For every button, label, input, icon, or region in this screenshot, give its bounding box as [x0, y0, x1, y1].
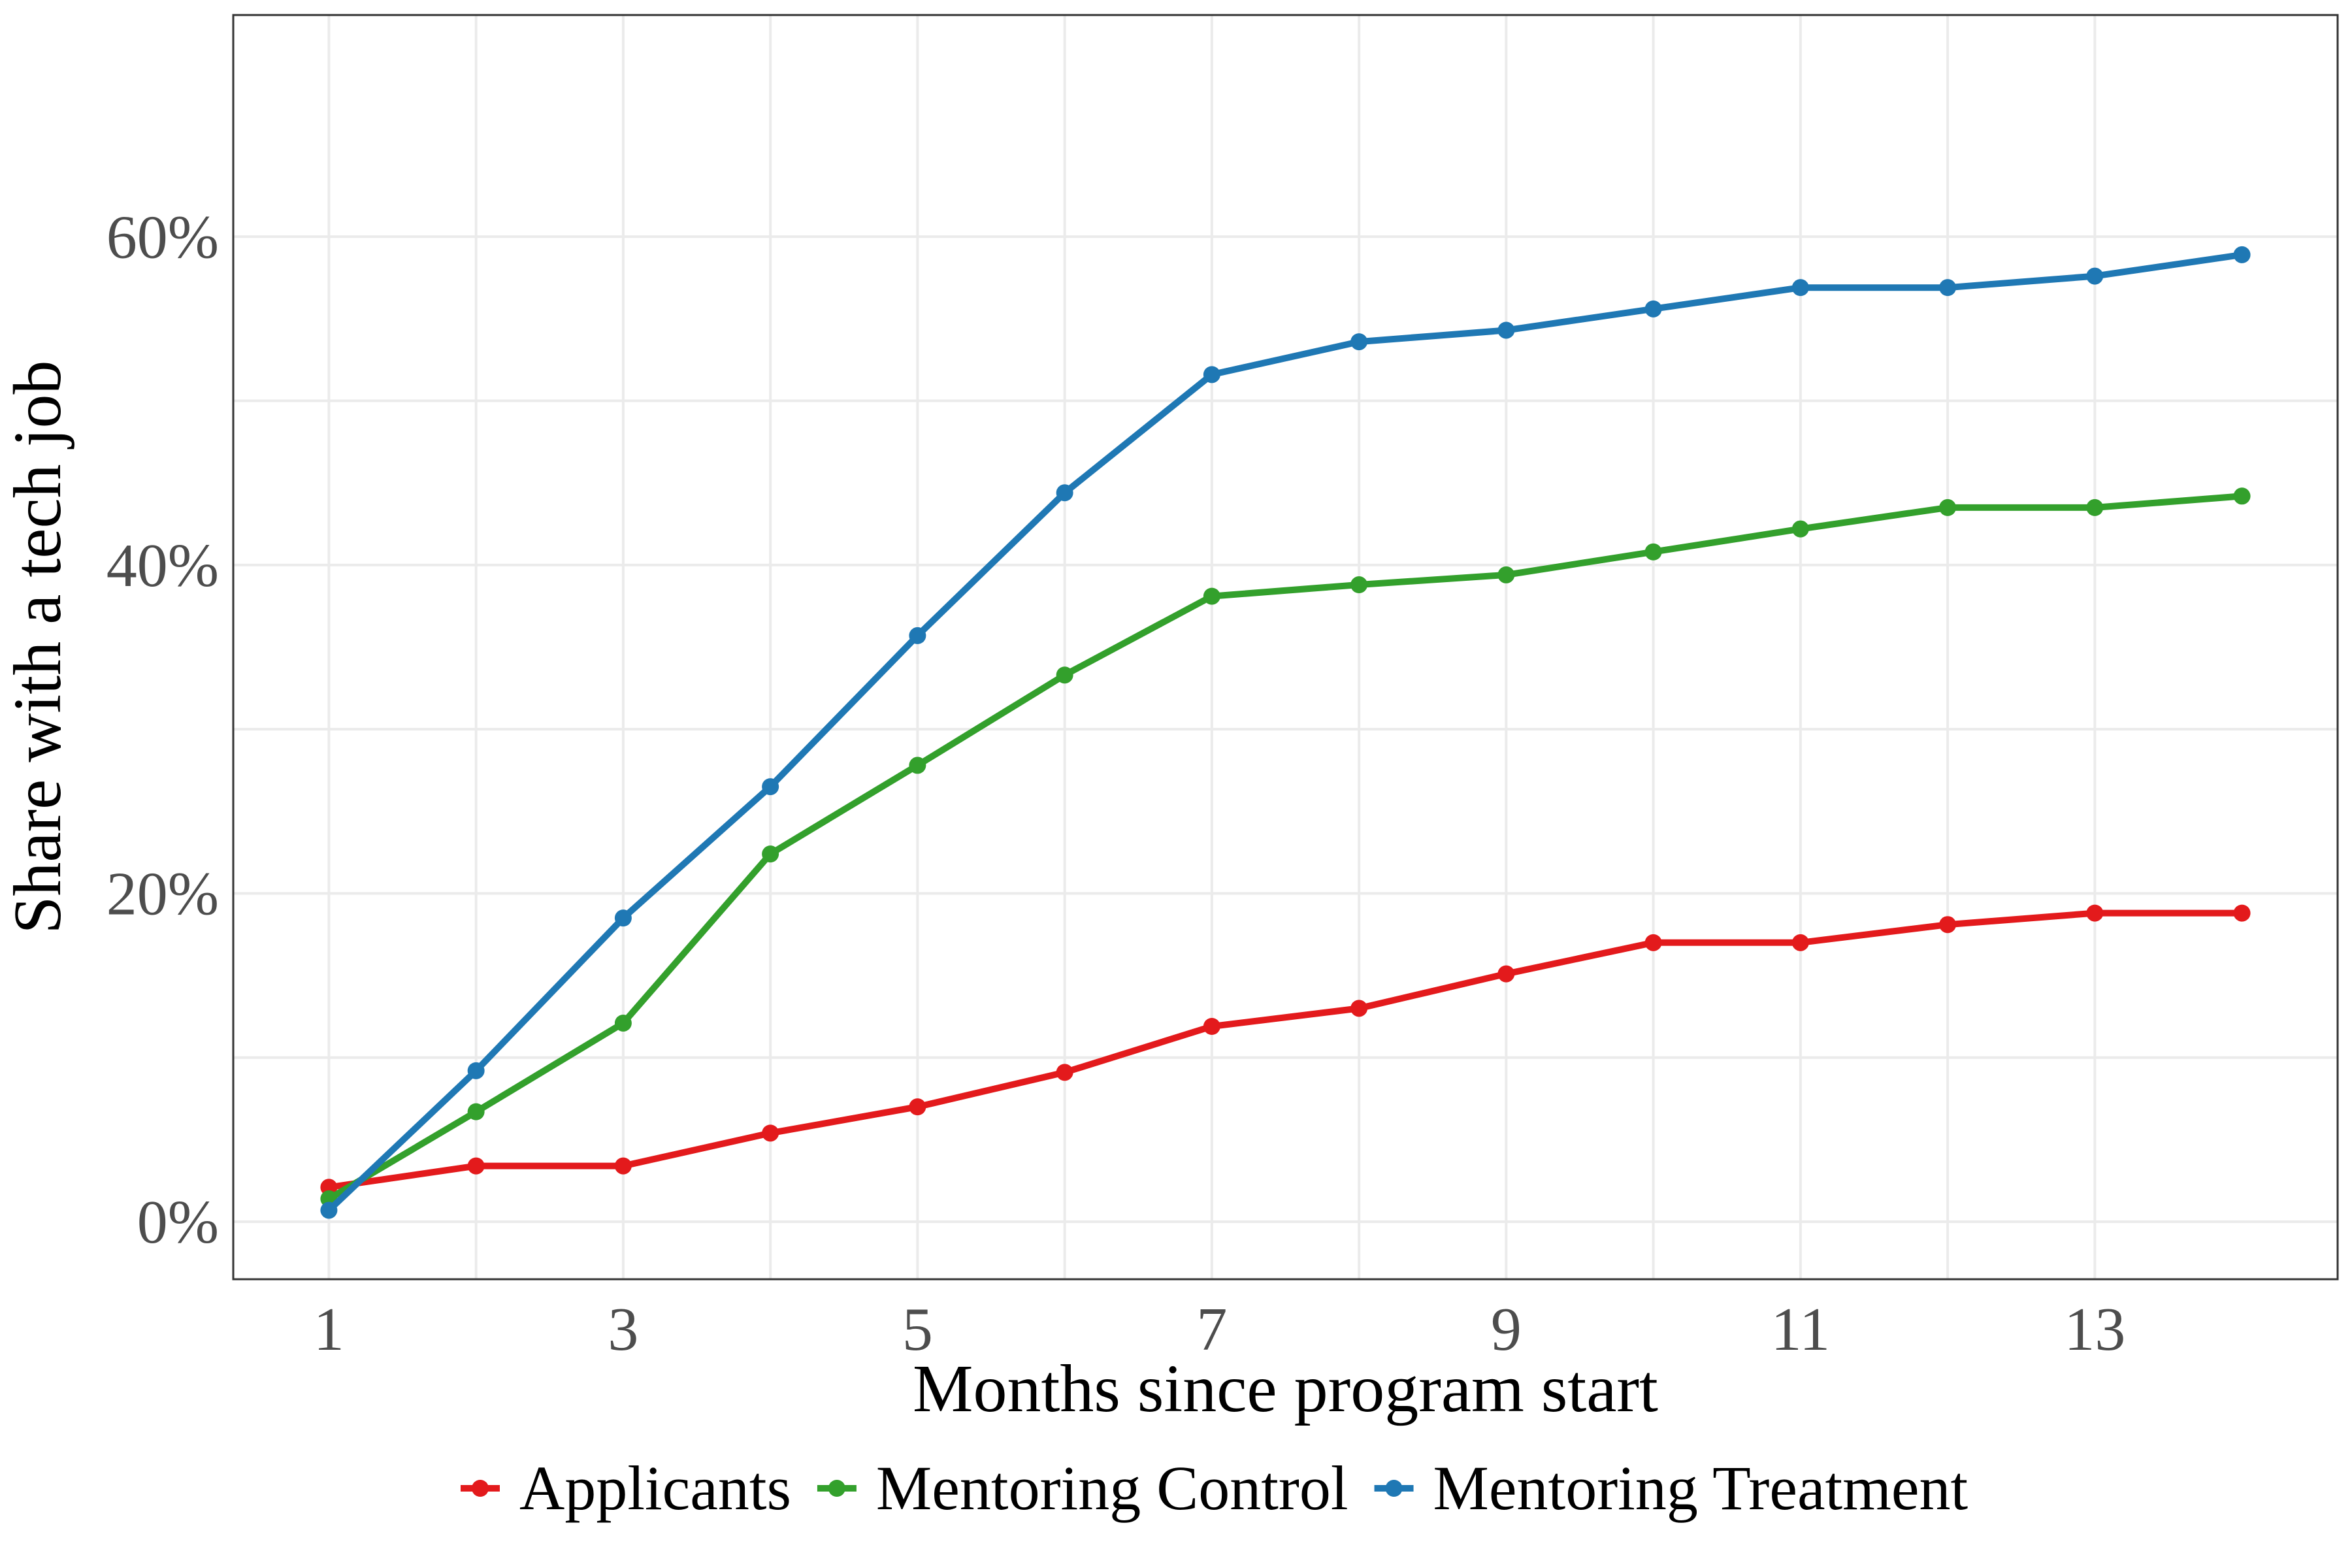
data-point-mentoring-control [1939, 498, 1957, 516]
data-point-applicants [1644, 934, 1662, 951]
data-point-applicants [1791, 934, 1809, 951]
data-point-mentoring-control [1350, 576, 1368, 594]
data-point-applicants [2086, 904, 2104, 922]
x-tick-label: 3 [608, 1296, 638, 1364]
data-point-applicants [2233, 904, 2251, 922]
data-point-mentoring-control [1497, 566, 1515, 583]
data-point-applicants [467, 1157, 485, 1175]
data-point-mentoring-control [909, 757, 926, 774]
data-point-mentoring-treatment [320, 1201, 338, 1219]
data-point-mentoring-treatment [614, 909, 632, 927]
data-point-applicants [1350, 1000, 1368, 1017]
data-point-mentoring-treatment [1203, 366, 1220, 384]
data-point-mentoring-control [2233, 487, 2251, 505]
x-tick-label: 7 [1196, 1296, 1227, 1364]
x-tick-label: 9 [1491, 1296, 1522, 1364]
series-layer [320, 246, 2251, 1219]
y-tick-label: 20% [106, 860, 219, 928]
data-point-applicants [909, 1098, 926, 1116]
data-point-mentoring-treatment [2233, 246, 2251, 263]
x-tick-label: 13 [2064, 1296, 2125, 1364]
x-axis-tick-labels: 1 3 5 7 9 11 13 [314, 1296, 2125, 1364]
series-mentoring-treatment [320, 246, 2251, 1219]
y-tick-label: 60% [106, 203, 219, 271]
data-point-mentoring-control [614, 1014, 632, 1032]
x-tick-label: 11 [1771, 1296, 1831, 1364]
data-point-applicants [1203, 1018, 1220, 1035]
y-axis-tick-labels: 0% 20% 40% 60% [106, 203, 219, 1256]
data-point-mentoring-treatment [1644, 300, 1662, 318]
data-point-mentoring-treatment [467, 1062, 485, 1079]
data-point-mentoring-control [762, 845, 779, 863]
legend-key-point [1385, 1480, 1403, 1497]
data-point-mentoring-treatment [1350, 333, 1368, 351]
series-applicants [320, 904, 2251, 1196]
grid-lines [233, 15, 2338, 1279]
plot-panel-border [232, 14, 2339, 1281]
y-axis-title: Share with a tech job [0, 361, 75, 934]
data-point-mentoring-control [467, 1103, 485, 1120]
data-point-mentoring-treatment [2086, 267, 2104, 285]
legend-item-applicants: Applicants [461, 1453, 791, 1523]
legend-key-point [472, 1480, 489, 1497]
legend-label: Mentoring Control [876, 1453, 1348, 1523]
series-line-mentoring-treatment [325, 251, 2246, 1214]
data-point-mentoring-control [1644, 543, 1662, 561]
data-point-mentoring-treatment [1791, 279, 1809, 297]
x-tick-label: 1 [314, 1296, 344, 1364]
legend-item-mentoring-control: Mentoring Control [817, 1453, 1348, 1523]
data-point-mentoring-control [1791, 520, 1809, 538]
y-tick-label: 0% [137, 1188, 219, 1256]
x-tick-label: 5 [902, 1296, 933, 1364]
data-point-mentoring-control [2086, 498, 2104, 516]
data-point-mentoring-treatment [1056, 484, 1073, 502]
series-line-mentoring-control [325, 493, 2246, 1202]
data-point-mentoring-control [1203, 587, 1220, 605]
data-point-mentoring-treatment [909, 627, 926, 644]
data-point-mentoring-control [1056, 666, 1073, 684]
y-tick-label: 40% [106, 532, 219, 600]
legend-label: Applicants [519, 1453, 791, 1523]
data-point-applicants [1056, 1064, 1073, 1081]
legend-item-mentoring-treatment: Mentoring Treatment [1374, 1453, 1968, 1523]
data-point-mentoring-treatment [1939, 279, 1957, 297]
x-axis-title: Months since program start [913, 1351, 1658, 1426]
data-point-applicants [1939, 916, 1957, 934]
series-line-applicants [325, 909, 2246, 1191]
data-point-mentoring-treatment [762, 778, 779, 796]
legend: Applicants Mentoring Control Mentoring Tre… [461, 1453, 1968, 1523]
data-point-applicants [614, 1157, 632, 1175]
legend-label: Mentoring Treatment [1433, 1453, 1968, 1523]
legend-key-point [828, 1480, 845, 1497]
data-point-applicants [1497, 965, 1515, 983]
data-point-applicants [762, 1124, 779, 1142]
data-point-mentoring-treatment [1497, 321, 1515, 339]
series-mentoring-control [320, 487, 2251, 1207]
